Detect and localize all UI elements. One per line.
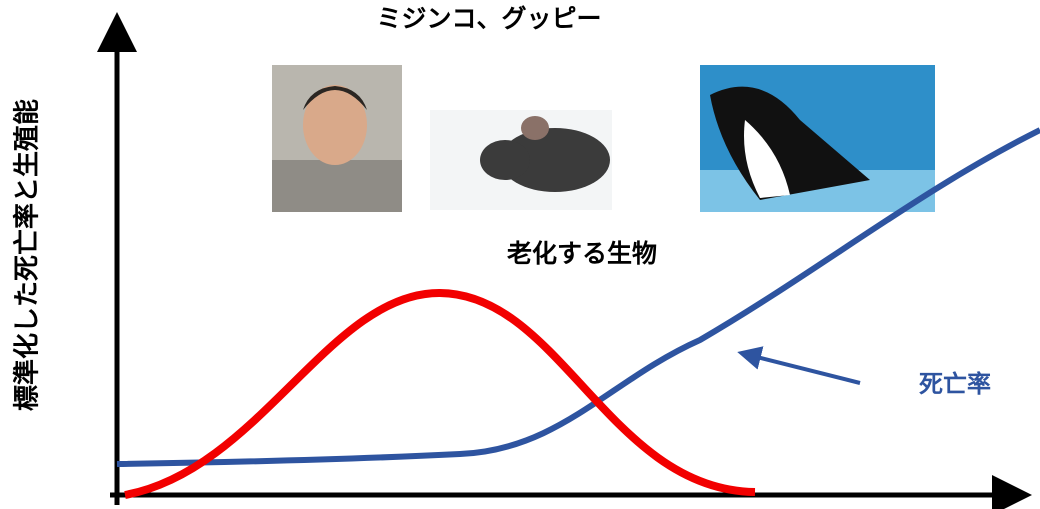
heading: ミジンコ、グッピー [376,4,601,33]
annotation-arrow [737,346,861,385]
curve-label: 死亡率 [919,370,991,398]
center-label: 老化する生物 [507,239,657,268]
photo-mouse [430,110,612,210]
photo-orca [700,65,935,212]
photo-person [272,65,402,212]
y-axis-label: 標準化した死亡率と生殖能 [12,99,43,411]
fertility-curve [124,288,756,499]
